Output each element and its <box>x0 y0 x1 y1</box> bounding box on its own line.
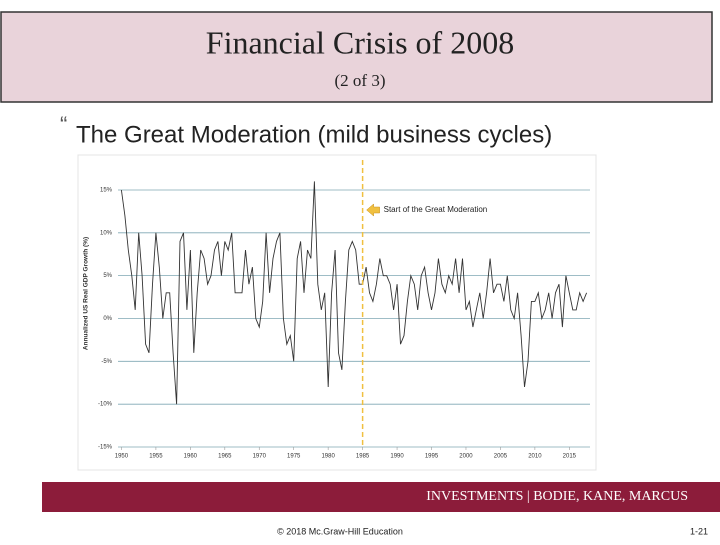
y-tick-label: 0% <box>103 316 112 322</box>
footer-bar <box>42 482 720 512</box>
y-tick-label: 5% <box>103 273 112 279</box>
y-axis-label: Annualized US Real GDP Growth (%) <box>83 237 90 350</box>
title: Financial Crisis of 2008 <box>206 24 514 60</box>
plot: Annualized US Real GDP Growth (%) -15% -10… <box>83 160 590 460</box>
x-tick-label: 2005 <box>494 454 508 460</box>
y-tick-label: 15% <box>100 188 113 194</box>
bullet-text: The Great Moderation (mild business cycl… <box>76 121 552 148</box>
gdp-line <box>120 181 588 405</box>
title-box <box>0 11 713 103</box>
x-tick-label: 1955 <box>149 454 163 460</box>
x-tick-label: 1975 <box>287 454 301 460</box>
bullet-mark: “ <box>60 112 67 137</box>
page-number: 1-21 <box>690 526 708 536</box>
annotation-arrow <box>366 203 380 217</box>
x-tick-label: 1980 <box>321 454 335 460</box>
subtitle: (2 of 3) <box>335 71 386 90</box>
x-tick-label: 1995 <box>425 454 439 460</box>
y-tick-label: -10% <box>98 402 113 408</box>
x-tick-label: 1950 <box>115 454 129 460</box>
x-tick-label: 2000 <box>459 454 473 460</box>
x-tick-label: 1965 <box>218 454 232 460</box>
footer-brand: INVESTMENTS | BODIE, KANE, MARCUS <box>426 489 688 504</box>
y-tick-label: -15% <box>98 445 113 451</box>
x-tick-label: 1990 <box>390 454 404 460</box>
x-tick-label: 1970 <box>253 454 267 460</box>
y-tick-label: -5% <box>101 359 112 365</box>
annotation-text: Start of the Great Moderation <box>384 205 488 214</box>
y-tick-label: 10% <box>100 230 113 236</box>
x-tick-label: 1960 <box>184 454 198 460</box>
copyright: © 2018 Mc.Graw-Hill Education <box>277 526 403 536</box>
x-tick-label: 2015 <box>563 454 577 460</box>
x-tick-label: 2010 <box>528 454 542 460</box>
x-tick-label: 1985 <box>356 454 370 460</box>
